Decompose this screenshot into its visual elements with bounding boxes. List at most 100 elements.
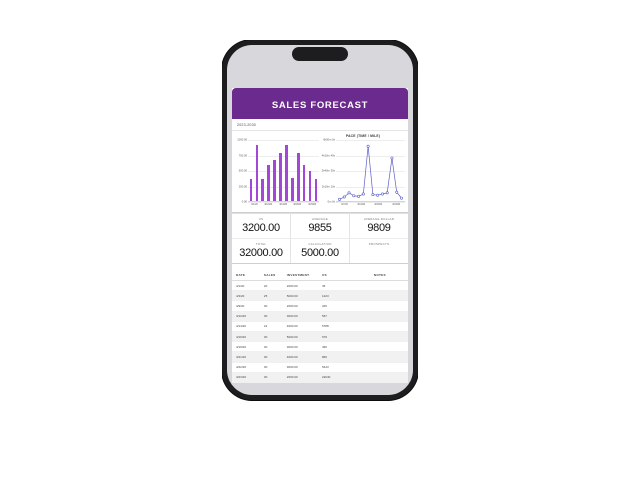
kpi-average-dollar-value: 9809 — [367, 222, 391, 234]
cell-investment: 4000.00 — [284, 321, 320, 332]
bar — [285, 144, 288, 201]
kpi-us-label: US — [258, 217, 264, 221]
cell-us: 1223 — [319, 290, 352, 302]
data-table: DATE SALES INVESTMENT US NOTES 4/1/20 20 2… — [232, 270, 408, 383]
cell-us: 45 — [319, 280, 352, 292]
cell-notes — [351, 321, 408, 332]
column-header-investment[interactable]: INVESTMENT — [284, 270, 320, 281]
cell-notes — [351, 362, 408, 373]
table-row[interactable]: 4/23/20 30 2000.00 22040 — [232, 372, 408, 383]
line-chart-plot: 0m 0s 1h10m 10s 2h40m 30s 4h10m 40s 6h50m 0s — [322, 139, 405, 204]
line-marker — [352, 194, 356, 198]
line-grid-line — [336, 186, 405, 188]
cell-notes — [351, 300, 408, 312]
cell-sales: 30 — [261, 372, 285, 383]
cell-sales: 22 — [261, 321, 285, 332]
bar — [267, 164, 270, 201]
bar-y-tick-label: 250.00 — [238, 185, 247, 188]
table-row[interactable]: 4/9/20 30 2000.00 345 — [232, 300, 408, 312]
bar — [261, 178, 265, 201]
cell-notes — [351, 351, 408, 363]
column-header-sales[interactable]: SALES — [261, 270, 285, 281]
bar-grid-line — [248, 140, 319, 141]
line-x-tick-label: 4/13/20 — [357, 203, 365, 206]
page-title: SALES FORECAST — [271, 100, 369, 111]
kpi-average-dollar-label: AVERAGE DOLLAR — [363, 217, 395, 221]
cell-sales: 25 — [261, 290, 285, 302]
line-y-tick-label: 2h40m 30s — [321, 169, 335, 173]
table-row[interactable]: 4/22/20 30 3000.00 5443 — [232, 362, 408, 373]
line-marker — [395, 190, 399, 194]
bar-y-tick-label: 750.00 — [238, 154, 247, 157]
bar-x-tick-labels: 4/1/20 4/10/20 4/14/20 4/18/20 4/23/20 — [248, 202, 319, 206]
table-row[interactable]: 4/12/20 30 3000.00 567 — [232, 311, 408, 322]
kpi-calculation-value: 5000.00 — [301, 247, 339, 259]
line-marker — [347, 191, 351, 195]
app-title-bar: SALES FORECAST — [232, 88, 408, 119]
line-marker — [366, 144, 370, 148]
bar — [279, 152, 282, 201]
table-row[interactable]: 4/14/20 22 4000.00 5788 — [232, 321, 408, 332]
bar — [255, 144, 259, 201]
column-header-date[interactable]: DATE — [232, 270, 262, 281]
bar-x-tick-label: 4/18/20 — [293, 203, 302, 206]
line-x-tick-label: 4/7/20 — [340, 203, 348, 206]
bar — [314, 178, 318, 201]
cell-sales: 20 — [261, 280, 285, 292]
kpi-prospects: PROSPECTS — [350, 239, 408, 263]
table-header-row: DATE SALES INVESTMENT US NOTES — [232, 270, 408, 281]
line-x-axis — [336, 201, 405, 202]
cell-notes — [351, 372, 408, 383]
line-x-tick-label: 4/23/20 — [392, 203, 401, 206]
cell-us: 5788 — [319, 321, 352, 332]
date-range-subtitle: 2023-2030 — [237, 123, 256, 127]
kpi-total-value: 32000.00 — [239, 247, 283, 259]
cell-investment: 3000.00 — [284, 341, 320, 353]
kpi-average-label: AVERAGE — [312, 217, 328, 221]
cell-notes — [351, 290, 408, 302]
cell-us: 860 — [319, 351, 352, 363]
bar-chart: 0.00 250.00 500.00 750.00 1000.00 4/1/20 4/10… — [235, 133, 321, 206]
line-chart-title: PACE (TIME / MILE) — [345, 134, 381, 138]
bar — [249, 178, 253, 201]
line-grid-line — [336, 155, 405, 157]
cell-us: 345 — [319, 300, 352, 312]
line-series — [338, 144, 403, 201]
column-header-notes[interactable]: NOTES — [351, 270, 408, 281]
column-header-us[interactable]: US — [319, 270, 352, 281]
line-grid-line — [336, 202, 405, 203]
cell-us: 567 — [319, 311, 352, 322]
cell-investment: 3000.00 — [284, 362, 320, 373]
table-row[interactable]: 4/3/20 25 5000.00 1223 — [232, 290, 408, 302]
bar-grid-line — [248, 171, 319, 172]
table-row[interactable]: 4/1/20 20 2000.00 45 — [232, 280, 408, 292]
line-marker — [390, 156, 394, 160]
phone-notch — [292, 47, 348, 61]
cell-us: 679 — [319, 331, 352, 343]
line-marker — [380, 192, 384, 196]
cell-date: 4/3/20 — [232, 290, 262, 302]
line-marker — [361, 192, 365, 196]
bar-series — [248, 140, 319, 201]
cell-date: 4/1/20 — [232, 280, 262, 292]
kpi-divider — [232, 212, 408, 213]
table-row[interactable]: 4/16/20 30 5000.00 679 — [232, 331, 408, 343]
cell-sales: 30 — [261, 311, 285, 322]
cell-date: 4/12/20 — [232, 311, 262, 322]
cell-sales: 30 — [261, 351, 285, 363]
bar-chart-plot: 0.00 250.00 500.00 750.00 1000.00 — [237, 139, 319, 204]
bar-x-tick-label: 4/23/20 — [307, 203, 316, 206]
cell-investment: 5000.00 — [284, 331, 320, 343]
cell-investment: 2000.00 — [284, 300, 320, 312]
kpi-prospects-label: PROSPECTS — [368, 242, 390, 246]
kpi-calculation-label: CALCULATION — [308, 242, 332, 246]
table-row[interactable]: 4/19/20 30 3000.00 456 — [232, 341, 408, 353]
kpi-average-value: 9855 — [308, 222, 332, 234]
bar — [273, 160, 276, 201]
charts-row: 0.00 250.00 500.00 750.00 1000.00 4/1/20 4/10… — [232, 130, 408, 209]
line-x-tick-labels: 4/7/20 4/13/20 4/18/20 4/23/20 — [336, 202, 405, 206]
table-divider — [232, 263, 408, 270]
app-content-sheet: SALES FORECAST 2023-2030 0.00 250.00 500.0… — [232, 88, 408, 383]
table-row[interactable]: 4/21/20 30 4000.00 860 — [232, 351, 408, 363]
